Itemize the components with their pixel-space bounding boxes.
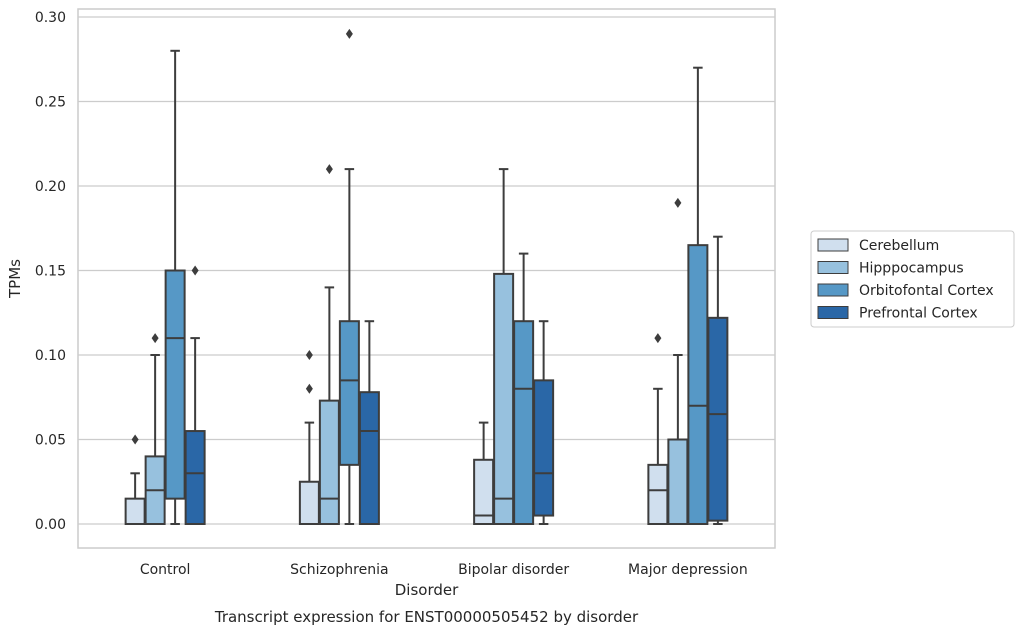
box-iqr (707, 316, 729, 522)
box-group (124, 434, 146, 525)
outlier-point (345, 28, 353, 39)
box-group (144, 333, 166, 525)
outlier-point (191, 265, 199, 276)
x-axis-label: Disorder (395, 581, 459, 599)
box-iqr (298, 480, 320, 525)
box-group (667, 197, 689, 525)
legend-label: Orbitofontal Cortex (859, 283, 994, 299)
box-iqr (358, 391, 380, 525)
legend-label: Prefrontal Cortex (859, 306, 978, 322)
chart-caption: Transcript expression for ENST0000050545… (214, 608, 639, 626)
box-group (358, 320, 380, 525)
x-tick-label: Bipolar disorder (458, 562, 569, 578)
box-iqr (338, 320, 360, 466)
y-tick-label: 0.20 (35, 179, 66, 195)
box-iqr (318, 399, 340, 526)
legend: Cerebellum Hipppocampus Orbitofontal Corte… (810, 230, 1015, 328)
box-group (318, 164, 340, 526)
box-iqr (513, 320, 535, 526)
plot-area-frame (77, 8, 776, 549)
box-group (647, 333, 669, 526)
outlier-point (674, 197, 682, 208)
y-tick-label: 0.05 (35, 433, 66, 449)
x-axis-ticks: Control Schizophrenia Bipolar disorder Majo… (140, 562, 748, 578)
y-tick-label: 0.25 (35, 95, 66, 111)
legend-swatch (817, 238, 849, 252)
box-iqr (493, 272, 515, 525)
outlier-point (151, 333, 159, 344)
x-tick-label: Major depression (628, 562, 748, 578)
box-iqr (164, 269, 186, 500)
box-group (473, 421, 495, 525)
legend-swatch (817, 261, 849, 274)
outlier-point (305, 383, 313, 394)
outlier-point (654, 333, 662, 344)
y-axis-ticks: 0.00 0.05 0.10 0.15 0.20 0.25 0.30 (35, 10, 66, 533)
box-group (164, 49, 186, 525)
outlier-point (131, 434, 139, 445)
legend-swatch (817, 283, 849, 297)
box-group (687, 66, 709, 525)
y-tick-label: 0.10 (35, 348, 66, 364)
box-group (184, 265, 206, 525)
box-group (338, 28, 360, 525)
legend-label: Hipppocampus (859, 261, 964, 277)
box-iqr (533, 379, 555, 517)
box-group (513, 252, 535, 526)
box-iqr (184, 430, 206, 525)
x-tick-label: Control (140, 562, 191, 578)
box-group (298, 350, 320, 525)
legend-swatch (817, 306, 849, 319)
boxes (124, 28, 729, 526)
box-group (533, 320, 555, 525)
x-tick-label: Schizophrenia (290, 562, 388, 578)
box-iqr (687, 244, 709, 525)
box-iqr (647, 463, 669, 526)
box-iqr (473, 458, 495, 525)
legend-frame (810, 230, 1015, 328)
y-tick-label: 0.15 (35, 264, 66, 280)
outlier-point (305, 350, 313, 360)
box-group (707, 235, 729, 525)
y-axis-label: TPMs (6, 259, 24, 299)
box-group (493, 168, 515, 525)
outlier-point (325, 164, 333, 175)
y-tick-label: 0.00 (35, 517, 66, 533)
y-tick-label: 0.30 (35, 10, 66, 26)
legend-label: Cerebellum (859, 238, 939, 254)
box-iqr (124, 497, 146, 525)
box-iqr (667, 438, 689, 525)
